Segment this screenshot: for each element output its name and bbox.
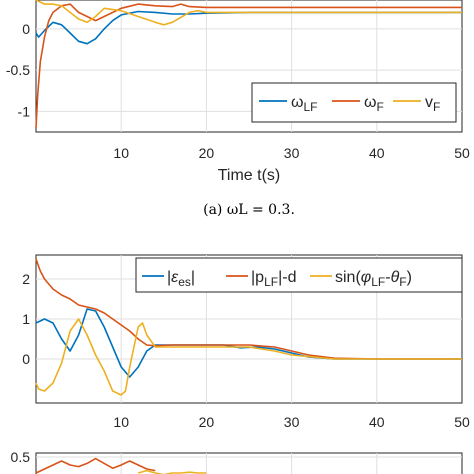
y-tick-label: 1 <box>22 311 30 327</box>
legend-label-omega-f: ωF <box>364 94 384 114</box>
panel-b-series <box>35 258 462 396</box>
series-line-yellow <box>137 469 207 474</box>
x-tick-label: 10 <box>113 145 129 161</box>
y-tick-label: -0.5 <box>6 62 30 78</box>
x-tick-label: 10 <box>113 414 129 430</box>
x-tick-label: 30 <box>284 414 300 430</box>
y-tick-label: 2 <box>22 271 30 287</box>
series-line-orange <box>35 3 462 128</box>
legend-label-v-f: vF <box>425 94 440 114</box>
panel-c-axes-box <box>35 452 463 474</box>
series-line-yellow <box>35 0 462 26</box>
x-tick-label: 30 <box>284 145 300 161</box>
x-tick-label: 40 <box>369 145 385 161</box>
legend-label-omega-lf: ωLF <box>291 94 318 114</box>
panel-a-tick-labels: 10 20 30 40 50 0 -0.5 -1 <box>6 21 470 161</box>
y-tick-label: -1 <box>18 103 31 119</box>
panel-c: 0.5 <box>11 449 463 474</box>
series-line-blue <box>35 308 462 378</box>
panel-b-legend: |εes| |pLF|-d sin(φLF-θF) <box>135 257 463 293</box>
series-line-orange <box>35 457 156 474</box>
x-tick-label: 20 <box>199 145 215 161</box>
panel-a-xlabel: Time t(s) <box>218 167 281 184</box>
legend-label-p-lf: |pLF|-d <box>251 269 296 289</box>
panel-c-tick-labels: 0.5 <box>11 449 31 465</box>
panel-b-legend-box <box>135 257 463 293</box>
y-tick-label: 0.5 <box>11 449 31 465</box>
y-tick-label: 0 <box>22 21 30 37</box>
panel-a-caption: (a) ωL = 0.3. <box>203 202 295 218</box>
series-line-orange <box>35 258 462 360</box>
panel-a-legend-box <box>251 82 457 123</box>
panel-a: 10 20 30 40 50 0 -0.5 -1 Time t(s) (a) ωL = 0.3… <box>6 0 470 218</box>
x-tick-label: 20 <box>199 414 215 430</box>
y-tick-label: 0 <box>22 351 30 367</box>
panel-c-grid <box>36 453 462 474</box>
panel-a-legend: ωLF ωF vF <box>251 82 457 123</box>
panel-c-series <box>35 457 207 474</box>
x-tick-label: 50 <box>454 414 470 430</box>
panel-a-series <box>35 0 462 128</box>
legend-label-sin: sin(φLF-θF) <box>335 269 412 289</box>
series-line-yellow <box>35 318 462 396</box>
x-tick-label: 40 <box>369 414 385 430</box>
x-tick-label: 50 <box>454 145 470 161</box>
